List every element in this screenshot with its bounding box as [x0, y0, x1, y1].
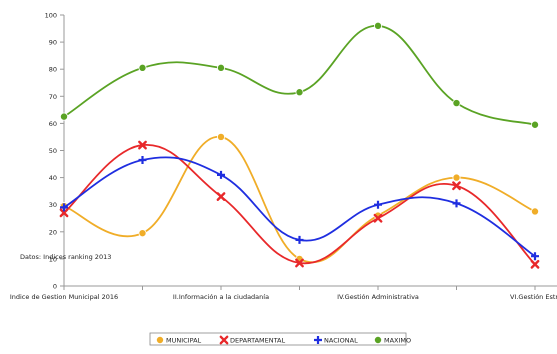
y-tick-label: 20 — [49, 228, 57, 236]
legend-label: MAXIMO — [384, 337, 411, 345]
legend-item-nacional: NACIONAL — [314, 336, 358, 345]
y-axis: 0 10 20 30 40 50 60 70 80 90 100 — [45, 12, 65, 291]
series-maximo — [60, 21, 540, 129]
data-point — [531, 120, 540, 129]
data-point — [295, 235, 304, 244]
x-axis: Indice de Gestion Municipal 2016 II.Infor… — [10, 285, 557, 301]
series-nacional — [60, 155, 539, 261]
y-tick-label: 50 — [49, 147, 57, 155]
y-tick-label: 80 — [49, 66, 57, 74]
legend-box — [149, 332, 407, 346]
data-point — [295, 258, 304, 268]
y-tick-label: 40 — [49, 174, 57, 182]
y-tick-label: 90 — [49, 39, 57, 47]
series-layer — [59, 21, 540, 269]
x-tick-label: VI.Gestión Estratég — [510, 293, 557, 301]
x-tick-label: Indice de Gestion Municipal 2016 — [10, 293, 118, 301]
data-point — [60, 203, 68, 212]
data-point — [216, 132, 225, 141]
y-tick-label: 0 — [53, 283, 57, 291]
legend-marker — [373, 335, 382, 344]
data-point — [531, 207, 540, 216]
data-point — [452, 199, 461, 208]
data-point — [452, 181, 461, 191]
data-point — [60, 112, 69, 121]
data-point — [216, 63, 225, 72]
data-point — [374, 200, 382, 209]
legend-item-maximo: MAXIMO — [373, 335, 411, 345]
legend-marker — [314, 336, 322, 344]
series-departamental — [59, 140, 540, 269]
legend-marker — [155, 335, 164, 344]
y-tick-label: 10 — [49, 255, 57, 263]
data-point — [138, 155, 147, 164]
series-line — [63, 24, 536, 126]
data-point — [452, 173, 461, 182]
legend-label: MUNICIPAL — [166, 337, 202, 345]
y-tick-label: 30 — [49, 201, 57, 209]
data-point — [295, 88, 304, 97]
data-point — [59, 208, 69, 218]
data-point — [138, 140, 147, 150]
legend-label: NACIONAL — [324, 337, 358, 345]
data-source-annotation: Datos: Indices ranking 2013 — [20, 253, 111, 261]
data-point — [530, 259, 540, 269]
x-tick-label: IV.Gestión Administrativa — [337, 293, 419, 301]
data-point — [373, 21, 382, 30]
data-point — [452, 99, 461, 108]
data-point — [217, 170, 225, 179]
y-tick-label: 70 — [49, 93, 57, 101]
legend-item-departamental: DEPARTAMENTAL — [219, 335, 286, 345]
legend-marker — [219, 335, 229, 345]
data-point — [531, 252, 539, 261]
data-point — [138, 229, 147, 238]
y-tick-label: 100 — [45, 12, 57, 20]
data-point — [373, 213, 383, 223]
legend-item-municipal: MUNICIPAL — [155, 335, 202, 345]
data-point — [216, 192, 226, 201]
data-point — [138, 63, 147, 72]
legend: MUNICIPAL DEPARTAMENTAL NACIONAL MAXIMO — [149, 332, 411, 346]
legend-label: DEPARTAMENTAL — [230, 337, 286, 345]
x-tick-label: II.Información a la ciudadanía — [173, 293, 269, 301]
y-tick-label: 60 — [49, 120, 57, 128]
